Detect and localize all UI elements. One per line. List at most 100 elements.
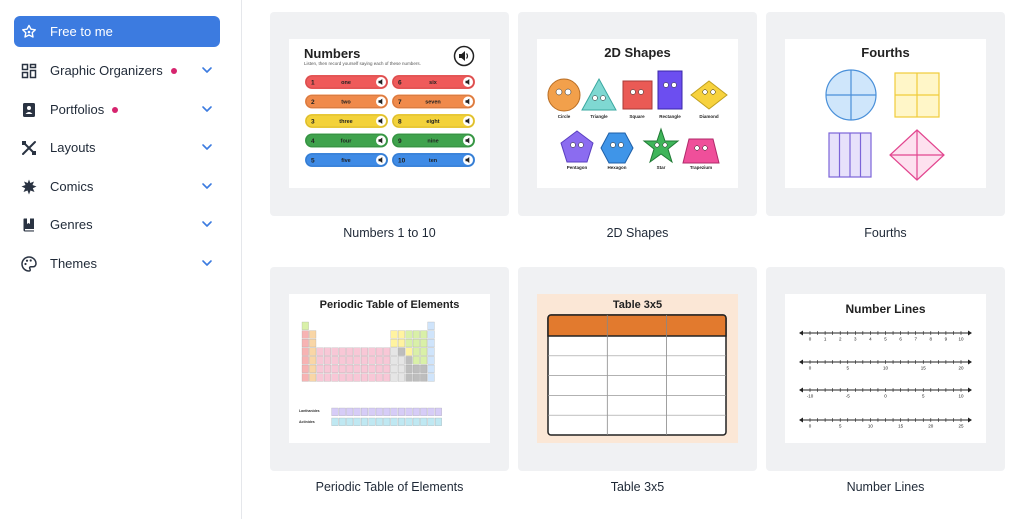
thumb-title: Table 3x5 (612, 299, 663, 311)
number-digit: 2 (311, 99, 315, 106)
element-cell (420, 417, 428, 426)
number-word: nine (427, 139, 438, 145)
element-cell (346, 407, 354, 416)
number-word: two (341, 100, 351, 106)
star-badge-icon (20, 23, 38, 41)
template-card-fourths[interactable]: Fourths Fourths (766, 12, 1005, 240)
periodic-table-illustration (301, 321, 442, 426)
sidebar-item-label: Genres (50, 217, 93, 232)
template-card-periodic-table[interactable]: Periodic Table of Elements Lanthanides A… (270, 267, 509, 494)
template-card-numbers[interactable]: Numbers Listen, then record yourself say… (270, 12, 509, 240)
sidebar-item-free-to-me[interactable]: Free to me (14, 16, 220, 47)
element-cell (412, 364, 420, 373)
template-card-number-lines[interactable]: Number Lines 0 1 2 3 4 5 6 7 8 9 10 0 5 10 15 20 -10 -5 0 5… (766, 267, 1005, 494)
tick-label: 15 (898, 424, 904, 429)
element-cell (390, 364, 398, 373)
sidebar-item-genres[interactable]: Genres (14, 209, 220, 240)
template-caption: Fourths (864, 226, 907, 240)
fourths-illustration (825, 69, 945, 181)
tick-label: 0 (809, 366, 812, 371)
element-cell (324, 373, 331, 382)
sidebar: Free to me Graphic Organizers Portfolios… (0, 0, 242, 519)
number-lines-illustration: 0 1 2 3 4 5 6 7 8 9 10 0 5 10 15 20 -10 -5 0 5 10 0 5 10 15 20 25 (799, 330, 972, 429)
number-pill: 5 five (305, 153, 388, 167)
chevron-down-icon[interactable] (200, 63, 214, 77)
shape-label: Trapezium (690, 165, 712, 170)
element-cell (398, 339, 405, 348)
element-cell (368, 364, 376, 373)
sidebar-item-comics[interactable]: Comics (14, 171, 220, 202)
chevron-down-icon[interactable] (200, 179, 214, 193)
tick-label: 20 (958, 366, 964, 371)
element-cell (412, 373, 420, 382)
element-cell (301, 321, 309, 330)
sidebar-item-portfolios[interactable]: Portfolios (14, 94, 220, 125)
number-digit: 10 (398, 158, 406, 165)
element-cell (427, 356, 435, 365)
element-cell (405, 373, 413, 382)
number-pill: 9 nine (392, 133, 475, 148)
element-cell (338, 347, 346, 356)
shape-label: Diamond (699, 114, 719, 119)
chevron-down-icon[interactable] (200, 217, 214, 231)
element-cell (353, 356, 361, 365)
element-cell (331, 364, 339, 373)
element-cell (346, 417, 354, 426)
template-card-2d-shapes[interactable]: 2D Shapes (518, 12, 757, 240)
speaker-icon (453, 45, 475, 67)
number-word: six (429, 80, 438, 86)
template-card-table-3x5[interactable]: Table 3x5 Table 3x5 (518, 267, 757, 494)
element-cell (420, 373, 428, 382)
number-digit: 5 (311, 158, 315, 165)
element-cell (316, 373, 324, 382)
element-cell (353, 373, 361, 382)
thumb-title: Fourths (861, 45, 910, 60)
graphic-organizers-icon (20, 62, 38, 80)
tick-label: 0 (809, 424, 812, 429)
tick-label: 25 (958, 424, 964, 429)
element-cell (412, 356, 420, 365)
element-cell (427, 417, 435, 426)
tick-label: 0 (884, 394, 887, 399)
number-word: three (339, 119, 352, 125)
sidebar-item-graphic-organizers[interactable]: Graphic Organizers (14, 55, 220, 86)
element-cell (361, 347, 368, 356)
sidebar-item-label: Graphic Organizers (50, 63, 163, 78)
shape-label: Pentagon (567, 165, 588, 170)
element-cell (390, 407, 398, 416)
number-word: one (341, 80, 351, 86)
element-cell (405, 330, 413, 339)
element-cell (375, 417, 383, 426)
sidebar-item-layouts[interactable]: Layouts (14, 132, 220, 163)
element-cell (412, 407, 420, 416)
element-cell (324, 356, 331, 365)
element-cell (331, 373, 339, 382)
element-cell (375, 356, 383, 365)
element-cell (405, 407, 413, 416)
element-cell (398, 373, 405, 382)
element-cell (346, 373, 354, 382)
chevron-down-icon[interactable] (200, 102, 214, 116)
tick-label: 10 (883, 366, 889, 371)
chevron-down-icon[interactable] (200, 140, 214, 154)
element-cell (390, 330, 398, 339)
number-pill: 4 four (305, 133, 388, 148)
sidebar-item-label: Free to me (50, 24, 113, 39)
element-cell (361, 364, 368, 373)
element-cell (390, 347, 398, 356)
element-cell (427, 321, 435, 330)
thumb-title: Number Lines (845, 302, 926, 316)
element-cell (427, 330, 435, 339)
number-word: eight (426, 119, 439, 125)
number-word: four (341, 139, 353, 145)
element-cell (420, 339, 428, 348)
element-cell (368, 417, 376, 426)
template-caption: Number Lines (846, 480, 925, 494)
element-cell (427, 339, 435, 348)
element-cell (361, 356, 368, 365)
chevron-down-icon[interactable] (200, 256, 214, 270)
element-cell (398, 356, 405, 365)
element-cell (405, 339, 413, 348)
sidebar-item-themes[interactable]: Themes (14, 248, 220, 279)
element-cell (353, 407, 361, 416)
